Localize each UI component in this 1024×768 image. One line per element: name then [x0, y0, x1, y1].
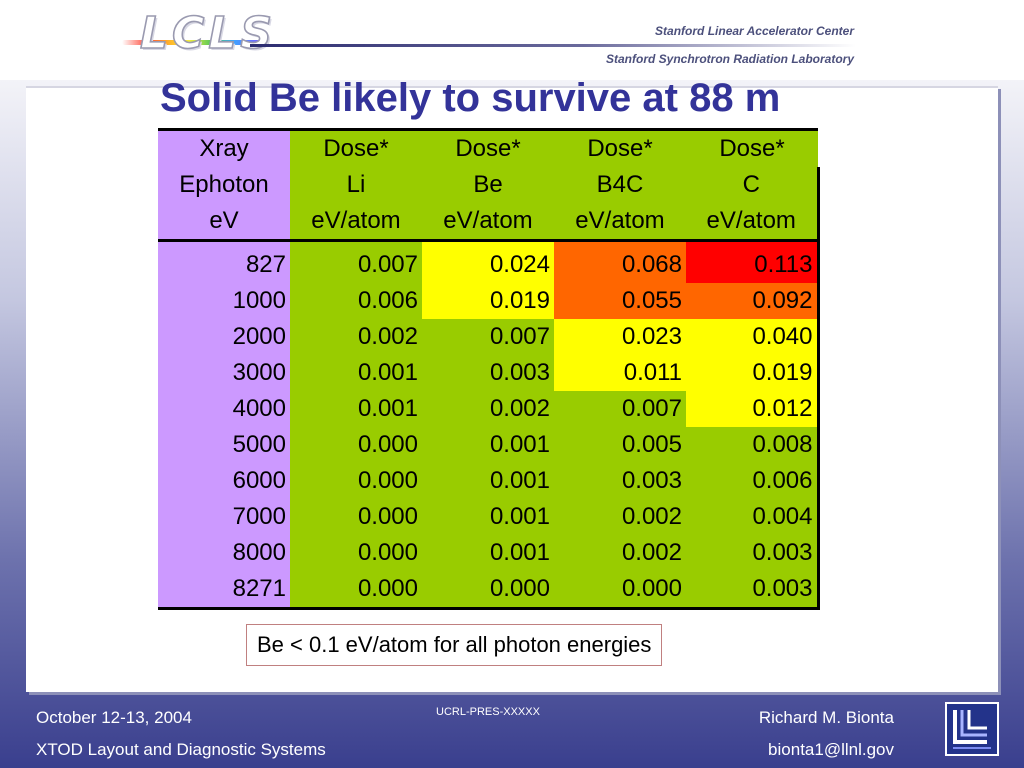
table-row: 7000 0.000 0.001 0.002 0.004 — [158, 499, 820, 535]
llnl-logo — [945, 702, 999, 756]
header-cell: Li — [290, 167, 422, 203]
header-cell: Be — [422, 167, 554, 203]
header-cell: Ephoton — [158, 167, 290, 203]
header-cell: Dose* — [554, 129, 686, 167]
table-row: 4000 0.001 0.002 0.007 0.012 — [158, 391, 820, 427]
dose-li-cell: 0.000 — [290, 499, 422, 535]
slide-header: LCLS Stanford Linear Accelerator Center … — [0, 0, 1024, 80]
table-row: 3000 0.001 0.003 0.011 0.019 — [158, 355, 820, 391]
table-row: 827 0.007 0.024 0.068 0.113 — [158, 240, 820, 283]
dose-be-cell: 0.001 — [422, 499, 554, 535]
footer-author: Richard M. Bionta — [758, 708, 894, 727]
dose-li-cell: 0.001 — [290, 355, 422, 391]
dose-be-cell: 0.002 — [422, 391, 554, 427]
energy-cell: 4000 — [158, 391, 290, 427]
dose-be-cell: 0.003 — [422, 355, 554, 391]
header-cell: Dose* — [422, 129, 554, 167]
dose-c-cell: 0.008 — [686, 427, 820, 463]
dose-c-cell: 0.004 — [686, 499, 820, 535]
dose-li-cell: 0.000 — [290, 571, 422, 609]
header-cell: eV — [158, 203, 290, 242]
dose-be-cell: 0.019 — [422, 283, 554, 319]
header-cell: Xray — [158, 129, 290, 167]
dose-c-cell: 0.012 — [686, 391, 820, 427]
dose-b4c-cell: 0.068 — [554, 240, 686, 283]
dose-c-cell: 0.006 — [686, 463, 820, 499]
llnl-logo-mark — [947, 704, 997, 754]
dose-be-cell: 0.001 — [422, 535, 554, 571]
header-cell: eV/atom — [290, 203, 422, 242]
logo-rainbow-streak — [122, 40, 262, 45]
energy-cell: 5000 — [158, 427, 290, 463]
dose-li-cell: 0.000 — [290, 427, 422, 463]
table-row: 1000 0.006 0.019 0.055 0.092 — [158, 283, 820, 319]
dose-b4c-cell: 0.023 — [554, 319, 686, 355]
logo-text: LCLS — [139, 7, 277, 60]
table-row: 8271 0.000 0.000 0.000 0.003 — [158, 571, 820, 609]
header-cell: C — [686, 167, 820, 203]
dose-b4c-cell: 0.011 — [554, 355, 686, 391]
dose-li-cell: 0.002 — [290, 319, 422, 355]
dose-li-cell: 0.007 — [290, 240, 422, 283]
dose-be-cell: 0.001 — [422, 427, 554, 463]
dose-b4c-cell: 0.003 — [554, 463, 686, 499]
header-cell: Dose* — [686, 129, 818, 167]
dose-c-cell: 0.003 — [686, 571, 820, 609]
header-cell: B4C — [554, 167, 686, 203]
dose-li-cell: 0.006 — [290, 283, 422, 319]
energy-cell: 1000 — [158, 283, 290, 319]
footer-report-id: UCRL-PRES-XXXXX — [436, 706, 540, 718]
dose-c-cell: 0.019 — [686, 355, 820, 391]
dose-be-cell: 0.000 — [422, 571, 554, 609]
header-cell: eV/atom — [554, 203, 686, 242]
dose-c-cell: 0.092 — [686, 283, 820, 319]
table-row: 6000 0.000 0.001 0.003 0.006 — [158, 463, 820, 499]
org-slac: Stanford Linear Accelerator Center — [655, 24, 854, 38]
energy-cell: 7000 — [158, 499, 290, 535]
energy-cell: 6000 — [158, 463, 290, 499]
dose-table: Xray Dose* Dose* Dose* Dose* Ephoton Li … — [158, 128, 820, 610]
dose-b4c-cell: 0.055 — [554, 283, 686, 319]
table-row: 5000 0.000 0.001 0.005 0.008 — [158, 427, 820, 463]
energy-cell: 2000 — [158, 319, 290, 355]
dose-be-cell: 0.024 — [422, 240, 554, 283]
dose-li-cell: 0.000 — [290, 535, 422, 571]
table-header-row: eV eV/atom eV/atom eV/atom eV/atom — [158, 203, 820, 242]
dose-c-cell: 0.040 — [686, 319, 820, 355]
header-cell: eV/atom — [686, 203, 820, 242]
dose-b4c-cell: 0.005 — [554, 427, 686, 463]
energy-cell: 3000 — [158, 355, 290, 391]
org-ssrl: Stanford Synchrotron Radiation Laborator… — [605, 52, 854, 66]
table-header-row: Ephoton Li Be B4C C — [158, 167, 820, 203]
energy-cell: 8000 — [158, 535, 290, 571]
slide-title: Solid Be likely to survive at 88 m — [160, 76, 781, 120]
footer-system: XTOD Layout and Diagnostic Systems — [36, 740, 326, 759]
dose-c-cell: 0.113 — [686, 240, 820, 283]
table-row: 2000 0.002 0.007 0.023 0.040 — [158, 319, 820, 355]
dose-b4c-cell: 0.007 — [554, 391, 686, 427]
table-header-row: Xray Dose* Dose* Dose* Dose* — [158, 129, 818, 167]
dose-be-cell: 0.001 — [422, 463, 554, 499]
dose-b4c-cell: 0.002 — [554, 535, 686, 571]
summary-note: Be < 0.1 eV/atom for all photon energies — [246, 624, 663, 666]
dose-c-cell: 0.003 — [686, 535, 820, 571]
dose-b4c-cell: 0.002 — [554, 499, 686, 535]
table-row: 8000 0.000 0.001 0.002 0.003 — [158, 535, 820, 571]
footer-date: October 12-13, 2004 — [36, 708, 192, 727]
energy-cell: 8271 — [158, 571, 290, 609]
footer-email: bionta1@llnl.gov — [768, 740, 894, 759]
dose-li-cell: 0.000 — [290, 463, 422, 499]
dose-be-cell: 0.007 — [422, 319, 554, 355]
header-divider — [250, 44, 856, 47]
lcls-logo: LCLS — [122, 6, 273, 62]
energy-cell: 827 — [158, 240, 290, 283]
header-cell: eV/atom — [422, 203, 554, 242]
header-cell: Dose* — [290, 129, 422, 167]
dose-b4c-cell: 0.000 — [554, 571, 686, 609]
dose-li-cell: 0.001 — [290, 391, 422, 427]
